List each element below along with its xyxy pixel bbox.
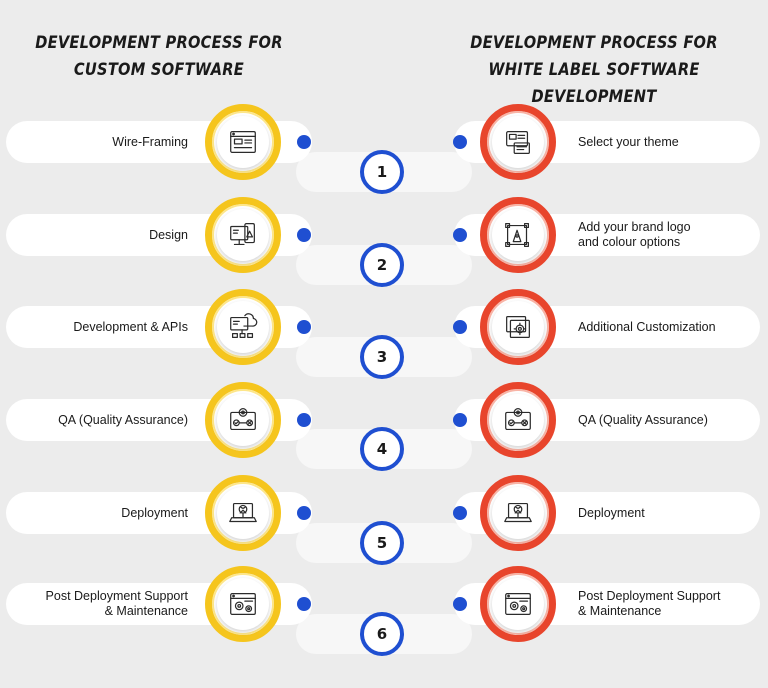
- step-dot-custom: [297, 413, 311, 427]
- heading-white-label-software: DEVELOPMENT PROCESS FOR WHITE LABEL SOFT…: [444, 30, 743, 111]
- step-dot-custom: [297, 320, 311, 334]
- support-maintenance-gears-icon: [217, 578, 269, 630]
- step-label-custom: Post Deployment Support & Maintenance: [45, 589, 188, 618]
- step-label-custom: QA (Quality Assurance): [58, 412, 188, 427]
- step-dot-custom: [297, 135, 311, 149]
- heading-right-line-2: WHITE LABEL SOFTWARE DEVELOPMENT: [488, 60, 700, 107]
- step-label-white-label: Additional Customization: [578, 319, 716, 334]
- step-icon-ring-custom: [205, 475, 281, 551]
- step-dot-custom: [297, 597, 311, 611]
- heading-left-line-1: DEVELOPMENT PROCESS FOR: [35, 33, 283, 53]
- step-dot-custom: [297, 506, 311, 520]
- quality-assurance-icon: [492, 394, 544, 446]
- step-number-badge: 5: [360, 521, 404, 565]
- step-dot-white-label: [453, 320, 467, 334]
- step-icon-ring-white-label: [480, 566, 556, 642]
- step-icon-ring-white-label: [480, 197, 556, 273]
- step-label-white-label: Select your theme: [578, 134, 679, 149]
- step-label-white-label: QA (Quality Assurance): [578, 412, 708, 427]
- step-number-badge: 4: [360, 427, 404, 471]
- step-label-custom: Wire-Framing: [112, 134, 188, 149]
- step-label-custom: Deployment: [121, 505, 188, 520]
- step-dot-white-label: [453, 413, 467, 427]
- customization-gear-window-icon: [492, 301, 544, 353]
- step-label-custom: Design: [149, 227, 188, 242]
- step-label-white-label: Add your brand logo and colour options: [578, 220, 691, 249]
- heading-custom-software: DEVELOPMENT PROCESS FOR CUSTOM SOFTWARE: [22, 30, 295, 84]
- step-label-white-label: Deployment: [578, 505, 645, 520]
- theme-layout-icon: [492, 116, 544, 168]
- step-label-custom: Development & APIs: [73, 319, 188, 334]
- step-icon-ring-white-label: [480, 289, 556, 365]
- api-development-icon: [217, 301, 269, 353]
- step-number-badge: 6: [360, 612, 404, 656]
- step-icon-ring-custom: [205, 197, 281, 273]
- brand-logo-pen-icon: [492, 209, 544, 261]
- step-number-badge: 1: [360, 150, 404, 194]
- step-icon-ring-custom: [205, 289, 281, 365]
- step-dot-white-label: [453, 228, 467, 242]
- step-icon-ring-custom: [205, 382, 281, 458]
- step-number-badge: 3: [360, 335, 404, 379]
- step-label-white-label: Post Deployment Support & Maintenance: [578, 589, 721, 618]
- step-dot-white-label: [453, 506, 467, 520]
- step-dot-white-label: [453, 135, 467, 149]
- step-icon-ring-white-label: [480, 104, 556, 180]
- heading-left-line-2: CUSTOM SOFTWARE: [73, 60, 245, 80]
- quality-assurance-icon: [217, 394, 269, 446]
- wireframe-browser-icon: [217, 116, 269, 168]
- deployment-laptop-icon: [217, 487, 269, 539]
- heading-right-line-1: DEVELOPMENT PROCESS FOR: [470, 33, 718, 53]
- step-dot-white-label: [453, 597, 467, 611]
- deployment-laptop-icon: [492, 487, 544, 539]
- step-icon-ring-white-label: [480, 475, 556, 551]
- step-icon-ring-custom: [205, 104, 281, 180]
- design-tools-icon: [217, 209, 269, 261]
- step-number-badge: 2: [360, 243, 404, 287]
- support-maintenance-gears-icon: [492, 578, 544, 630]
- step-icon-ring-white-label: [480, 382, 556, 458]
- step-dot-custom: [297, 228, 311, 242]
- step-icon-ring-custom: [205, 566, 281, 642]
